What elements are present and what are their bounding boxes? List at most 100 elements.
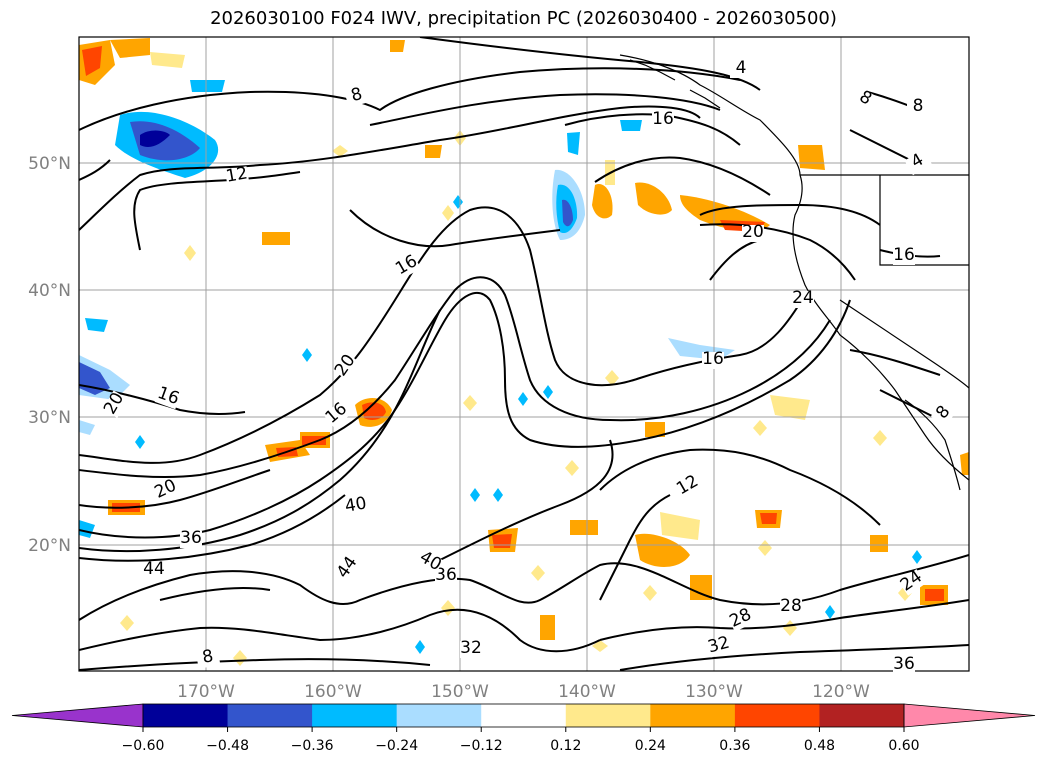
latitude-label: 20°N — [28, 536, 71, 556]
contour-label-background — [323, 400, 352, 428]
contour-label: 16 — [652, 109, 674, 129]
contour-label: 36 — [893, 654, 915, 674]
contour-label: 24 — [792, 288, 814, 308]
colorbar-tick-label: 0.24 — [635, 738, 666, 754]
contour-label-background — [180, 531, 202, 548]
precip-patch-positive — [262, 232, 290, 245]
contour-label: 12 — [224, 163, 249, 186]
longitude-label: 140°W — [558, 682, 616, 702]
precip-patch-positive — [760, 513, 777, 524]
contour-label-background — [224, 166, 250, 187]
colorbar-tick-label: 0.36 — [719, 738, 750, 754]
contour-label: 44 — [143, 559, 165, 579]
colorbar-cell — [396, 704, 482, 727]
colorbar-cell — [481, 704, 567, 727]
longitude-label: 170°W — [177, 682, 235, 702]
precip-patch-positive — [492, 534, 512, 548]
contour-label-background — [195, 648, 221, 669]
coastlines — [619, 54, 969, 491]
latitude-label: 40°N — [28, 281, 71, 301]
precip-patch-positive — [362, 402, 386, 420]
longitude-label: 150°W — [431, 682, 489, 702]
contour-label-background — [893, 248, 915, 265]
contour-label: 8 — [913, 96, 924, 116]
longitude-axis: 170°W 160°W 150°W 140°W 130°W 120°W — [177, 682, 870, 702]
contour-label-background — [652, 112, 674, 129]
precip-patch-positive — [425, 145, 442, 158]
colorbar-cell — [734, 704, 820, 727]
precip-patch-positive — [635, 533, 690, 567]
contour-label-background — [780, 599, 802, 616]
colorbar: −0.60 −0.48 −0.36 −0.24 −0.12 0.12 0.24 0.36 0.4… — [11, 703, 1036, 754]
precip-patch-negative — [85, 318, 108, 332]
contour-label: 8 — [201, 646, 215, 668]
contour-label-background — [344, 85, 370, 108]
longitude-label: 130°W — [685, 682, 743, 702]
precip-patch-positive — [390, 40, 405, 52]
colorbar-tick-label: 0.48 — [804, 738, 835, 754]
colorbar-tick-label: −0.48 — [206, 738, 249, 754]
precip-patch-positive — [82, 46, 102, 76]
contour-label-background — [154, 385, 182, 410]
colorbar-cell — [565, 704, 651, 727]
precip-patch-negative — [567, 132, 580, 155]
precip-patch-negative — [562, 199, 573, 227]
latitude-label: 50°N — [28, 154, 71, 174]
contour-label-background — [335, 554, 362, 583]
contour-label-background — [742, 225, 764, 242]
colorbar-tick-label: −0.60 — [122, 738, 165, 754]
colorbar-extend-max — [903, 703, 1036, 728]
precip-patch-positive — [110, 38, 150, 58]
colorbar-extend-min — [11, 703, 144, 728]
precip-patch-positive — [660, 512, 700, 540]
colorbar-tick-label: 0.60 — [888, 738, 919, 754]
map-frame — [78, 36, 970, 672]
precip-patch-positive — [798, 145, 825, 170]
contour-label-background — [930, 399, 958, 428]
precip-patch-positive — [870, 535, 888, 552]
contour-label-background — [674, 473, 703, 500]
contour-label: 16 — [893, 245, 915, 265]
precip-patch-positive — [570, 520, 598, 535]
contour-label-background — [102, 390, 129, 419]
contour-label-background — [792, 291, 814, 308]
contour-label-background — [727, 607, 755, 632]
contour-label-background — [850, 86, 879, 113]
contour-label-background — [333, 352, 360, 381]
precip-patch-positive — [540, 615, 555, 640]
contour-label-background — [460, 641, 482, 658]
contour-label: 32 — [460, 638, 482, 658]
iwv-contours — [79, 37, 969, 671]
longitude-label: 120°W — [812, 682, 870, 702]
precip-patch-negative — [140, 130, 170, 147]
contour-label: 20 — [742, 222, 764, 242]
colorbar-cell — [227, 704, 313, 727]
contour-label-background — [435, 568, 457, 585]
colorbar-tick-label: −0.24 — [375, 738, 418, 754]
contour-label: 8 — [349, 84, 365, 106]
colorbar-tick-label: −0.36 — [291, 738, 334, 754]
contour-label-background — [415, 549, 444, 576]
contour-label: 28 — [780, 596, 802, 616]
precip-patch-positive — [150, 52, 185, 68]
contour-label-background — [907, 99, 929, 116]
contour-label: 36 — [435, 565, 457, 585]
longitude-label: 160°W — [304, 682, 362, 702]
precip-patch-negative — [130, 121, 200, 161]
contour-label: 4 — [736, 58, 747, 78]
precip-patch-positive — [645, 422, 665, 437]
contour-label-background — [702, 352, 724, 369]
contour-label-background — [904, 149, 933, 176]
map-area — [79, 37, 969, 671]
colorbar-cell — [650, 704, 736, 727]
precip-patch-positive — [592, 184, 613, 219]
contour-label-background — [898, 569, 927, 596]
contour-label: 36 — [180, 528, 202, 548]
contour-label-background — [152, 478, 180, 503]
contour-label-background — [730, 61, 752, 78]
colorbar-tick-label: 0.12 — [550, 738, 581, 754]
contour-label: 16 — [702, 349, 724, 369]
colorbar-outline — [142, 703, 905, 728]
contour-label-background — [393, 253, 422, 280]
